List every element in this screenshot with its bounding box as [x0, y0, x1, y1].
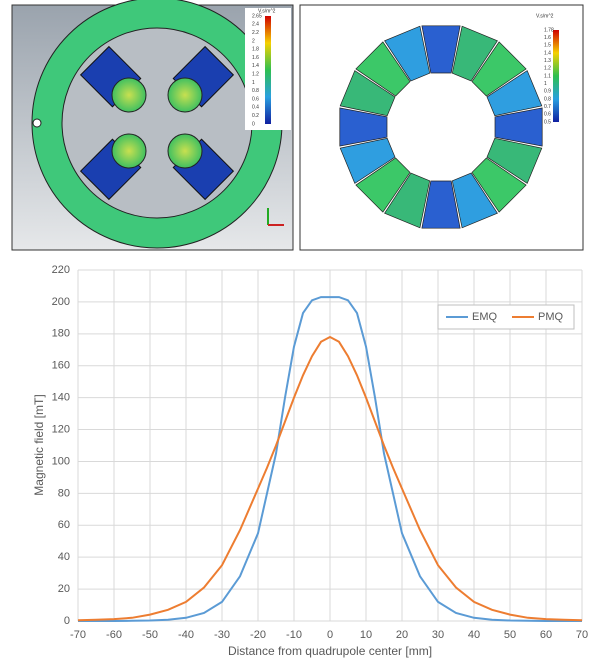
colorbar-unit: V.s/m^2	[536, 13, 554, 19]
colorbar-label: 0.8	[252, 88, 259, 94]
left-panel: V.s/m^2	[12, 0, 293, 250]
x-tick-label: 0	[327, 629, 333, 641]
y-tick-label: 180	[52, 328, 70, 340]
x-tick-label: 70	[576, 629, 588, 641]
x-tick-label: 10	[360, 629, 372, 641]
x-tick-label: 30	[432, 629, 444, 641]
colorbar	[553, 30, 559, 122]
y-tick-label: 100	[52, 455, 70, 467]
legend-label: EMQ	[472, 311, 498, 323]
y-tick-label: 160	[52, 360, 70, 372]
colorbar-label: 0.7	[544, 104, 551, 110]
y-tick-label: 220	[52, 264, 70, 276]
colorbar-label: 1	[252, 80, 255, 86]
colorbar-label: 1.4	[544, 50, 551, 56]
y-axis-label: Magnetic field [mT]	[32, 394, 46, 495]
colorbar-label: 2	[252, 38, 255, 44]
x-tick-label: -20	[250, 629, 266, 641]
y-tick-label: 0	[64, 615, 70, 627]
y-tick-label: 40	[58, 551, 70, 563]
colorbar-label: 1.3	[544, 58, 551, 64]
x-tick-label: 20	[396, 629, 408, 641]
y-tick-label: 140	[52, 392, 70, 404]
y-tick-label: 120	[52, 423, 70, 435]
x-axis-label: Distance from quadrupole center [mm]	[228, 644, 432, 658]
colorbar-label: 2.65	[252, 13, 262, 19]
colorbar-label: 1.8	[252, 47, 259, 53]
x-tick-label: -30	[214, 629, 230, 641]
colorbar-label: 0.6	[544, 112, 551, 118]
y-tick-label: 60	[58, 519, 70, 531]
x-tick-label: 60	[540, 629, 552, 641]
colorbar-label: 1.1	[544, 73, 551, 79]
colorbar-label: 1.2	[544, 66, 551, 72]
x-tick-label: 50	[504, 629, 516, 641]
colorbar	[265, 16, 271, 124]
x-tick-label: -60	[106, 629, 122, 641]
colorbar-label: 1.6	[544, 35, 551, 41]
colorbar-label: 1.5	[544, 43, 551, 49]
figure: V.s/m^2 V.s/m^2 Magnetic field [mT] Dist…	[0, 0, 590, 661]
colorbar-label: 1.4	[252, 63, 259, 69]
x-tick-label: 40	[468, 629, 480, 641]
colorbar-label: 1.78	[544, 27, 554, 33]
y-tick-label: 20	[58, 583, 70, 595]
colorbar-label: 0.4	[252, 105, 259, 111]
bore	[62, 28, 252, 218]
colorbar-label: 1.2	[252, 71, 259, 77]
y-tick-label: 80	[58, 487, 70, 499]
colorbar-label: 1.6	[252, 55, 259, 61]
x-tick-label: -50	[142, 629, 158, 641]
colorbar-label: 0.6	[252, 96, 259, 102]
right-panel: V.s/m^2	[300, 5, 583, 250]
colorbar-label: 0.9	[544, 89, 551, 95]
colorbar-label: 0.5	[544, 119, 551, 125]
colorbar-label: 0.2	[252, 113, 259, 119]
colorbar-label: 1	[544, 81, 547, 87]
x-tick-label: -70	[70, 629, 86, 641]
colorbar-label: 2.4	[252, 22, 259, 28]
colorbar-label: 2.2	[252, 30, 259, 36]
colorbar-label: 0.8	[544, 96, 551, 102]
x-tick-label: -40	[178, 629, 194, 641]
y-tick-label: 200	[52, 296, 70, 308]
colorbar-label: 0	[252, 121, 255, 127]
x-tick-label: -10	[286, 629, 302, 641]
legend-label: PMQ	[538, 311, 564, 323]
